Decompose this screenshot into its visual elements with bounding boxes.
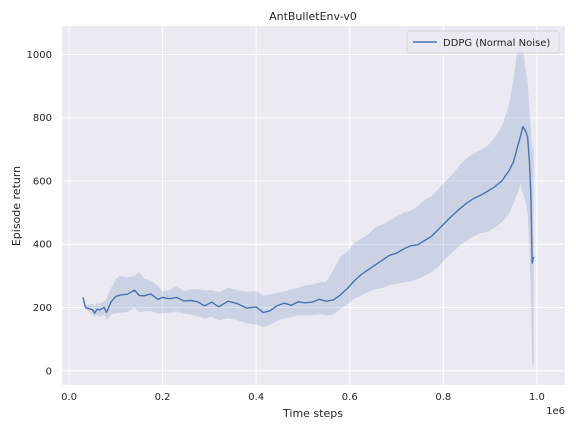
- x-axis-label: Time steps: [282, 407, 343, 420]
- series-lines: [82, 125, 535, 314]
- y-tick-label: 800: [33, 113, 52, 124]
- x-tick-label: 1.0: [529, 392, 545, 403]
- legend-label-0: DDPG (Normal Noise): [443, 38, 550, 49]
- legend: DDPG (Normal Noise): [406, 30, 560, 54]
- x-tick-label: 0.6: [342, 392, 358, 403]
- y-tick-label: 400: [33, 240, 52, 251]
- series-line-0: [82, 125, 535, 314]
- y-tick-label: 1000: [27, 50, 52, 61]
- x-axis-offset-label: 1e6: [546, 406, 565, 417]
- x-tick-label: 0.0: [61, 392, 77, 403]
- y-axis-label: Episode return: [10, 166, 23, 246]
- legend-box: [406, 30, 560, 54]
- x-tick-labels: 0.0 0.2 0.4 0.6 0.8 1.0: [61, 392, 545, 403]
- grid: [62, 26, 565, 385]
- y-tick-label: 600: [33, 176, 52, 187]
- x-tick-label: 0.8: [435, 392, 451, 403]
- x-tick-label: 0.2: [155, 392, 171, 403]
- x-tick-label: 0.4: [248, 392, 264, 403]
- chart-title: AntBulletEnv-v0: [269, 10, 357, 23]
- y-tick-label: 0: [46, 366, 52, 377]
- y-tick-labels: 0 200 400 600 800 1000: [27, 50, 52, 377]
- plot-area: [62, 26, 565, 385]
- y-tick-label: 200: [33, 303, 52, 314]
